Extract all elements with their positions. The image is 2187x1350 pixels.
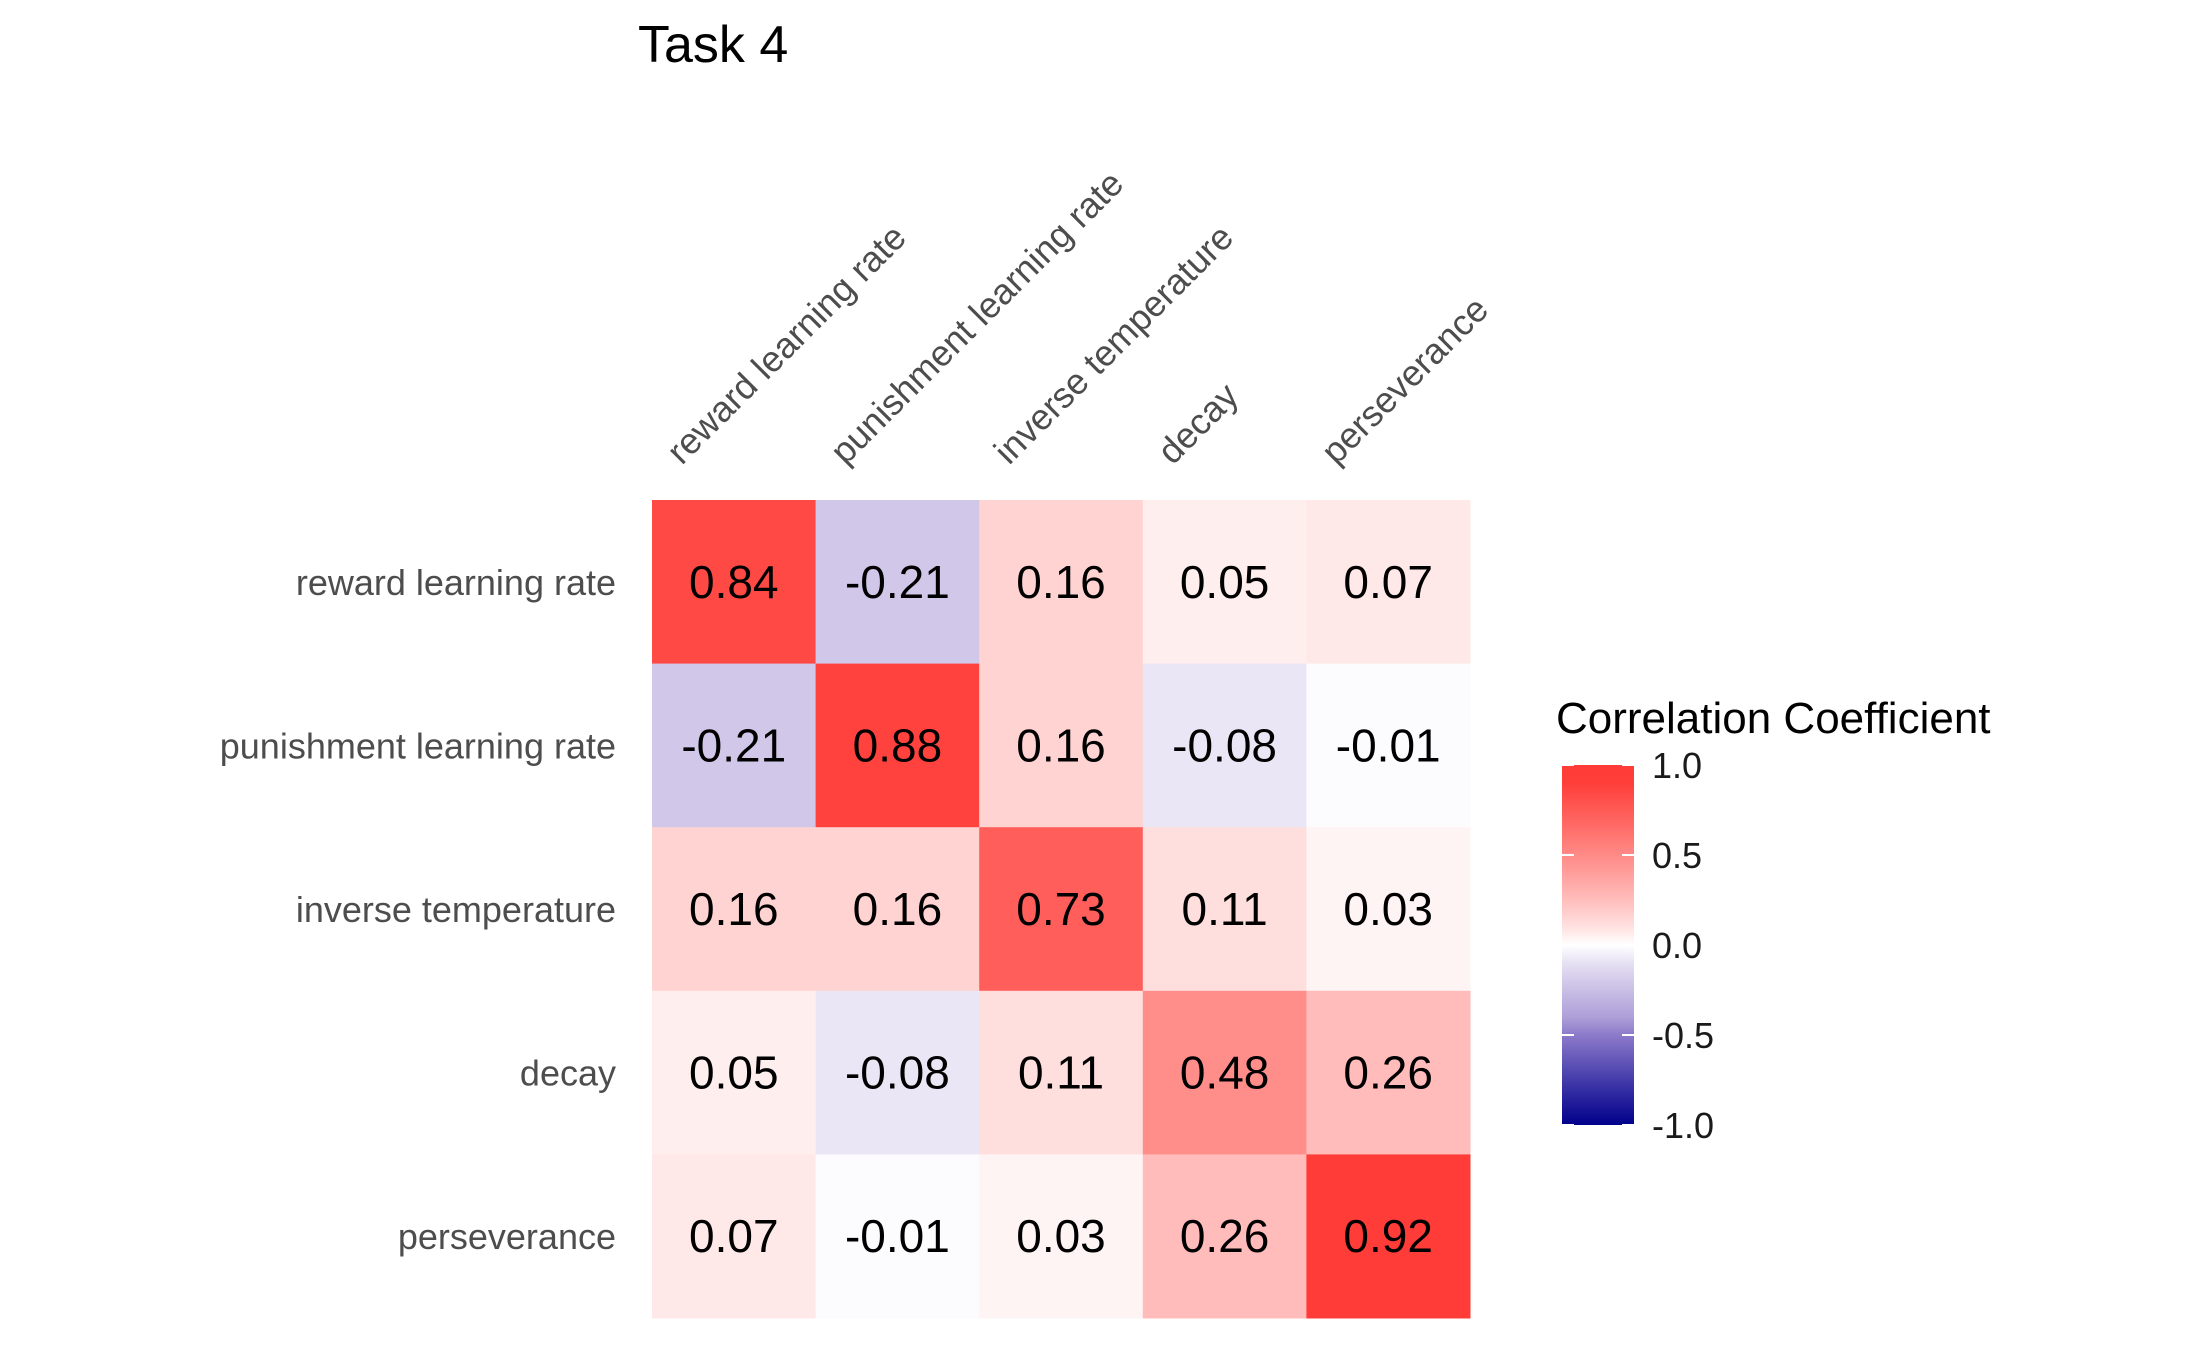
heatmap-cell-value-label: 0.16 bbox=[1016, 719, 1106, 771]
heatmap-cell bbox=[1142, 1154, 1307, 1319]
heatmap-cell-labels: 0.84 -0.21 0.16 0.05 0.07 -0.21 0.88 0.16 -0.08 -… bbox=[681, 556, 1440, 1262]
heatmap-cell bbox=[1306, 1154, 1471, 1319]
heatmap-cell-value-label: 0.05 bbox=[689, 1047, 779, 1099]
color-legend: Correlation Coefficient 1.0 0.5 0.0 -0.5 -1.… bbox=[1556, 694, 1991, 1146]
heatmap-cell-value-label: -0.21 bbox=[681, 719, 786, 771]
heatmap-cell-value-label: -0.08 bbox=[1172, 719, 1277, 771]
heatmap-cell bbox=[652, 1154, 817, 1319]
legend-title: Correlation Coefficient bbox=[1556, 694, 1991, 743]
heatmap-cell-value-label: 0.03 bbox=[1016, 1210, 1106, 1262]
legend-tick-label: 1.0 bbox=[1652, 745, 1702, 786]
heatmap-cell-value-label: -0.08 bbox=[845, 1047, 950, 1099]
x-axis-tick-label: decay bbox=[1149, 375, 1246, 472]
heatmap-cell bbox=[815, 1154, 980, 1319]
heatmap-cell bbox=[979, 990, 1144, 1155]
heatmap-cell bbox=[815, 663, 980, 828]
y-axis-tick-label: perseverance bbox=[398, 1216, 616, 1257]
legend-tick-label: 0.5 bbox=[1652, 835, 1702, 876]
heatmap-cell bbox=[979, 500, 1144, 665]
heatmap-cell bbox=[815, 500, 980, 665]
heatmap-cell bbox=[815, 990, 980, 1155]
heatmap-cell bbox=[979, 1154, 1144, 1319]
heatmap-cell bbox=[1306, 500, 1471, 665]
heatmap-cell-value-label: 0.92 bbox=[1343, 1210, 1433, 1262]
heatmap-cell-value-label: -0.01 bbox=[1336, 719, 1441, 771]
heatmap-cell bbox=[652, 500, 817, 665]
heatmap-cell bbox=[979, 827, 1144, 992]
heatmap-cell-value-label: 0.16 bbox=[853, 883, 943, 935]
chart-title: Task 4 bbox=[638, 16, 788, 74]
heatmap-cell bbox=[1306, 990, 1471, 1155]
heatmap-cell-value-label: 0.07 bbox=[689, 1210, 779, 1262]
heatmap-cell bbox=[1142, 827, 1307, 992]
heatmap-cell bbox=[652, 990, 817, 1155]
legend-tick-label: 0.0 bbox=[1652, 925, 1702, 966]
heatmap-cell-value-label: 0.88 bbox=[853, 719, 943, 771]
heatmap-cell bbox=[652, 827, 817, 992]
heatmap-cell-value-label: 0.26 bbox=[1343, 1047, 1433, 1099]
legend-tick-label: -0.5 bbox=[1652, 1015, 1714, 1056]
heatmap-cell-value-label: 0.11 bbox=[1182, 883, 1268, 935]
y-axis-tick-label: punishment learning rate bbox=[220, 725, 616, 766]
heatmap-cell bbox=[979, 663, 1144, 828]
heatmap-cell-value-label: -0.01 bbox=[845, 1210, 950, 1262]
heatmap-cell bbox=[1142, 500, 1307, 665]
y-axis-tick-label: inverse temperature bbox=[296, 889, 616, 930]
heatmap-cell-value-label: 0.03 bbox=[1343, 883, 1433, 935]
heatmap-cell-value-label: 0.84 bbox=[689, 556, 779, 608]
heatmap-cell bbox=[1142, 663, 1307, 828]
heatmap-cell-value-label: 0.07 bbox=[1343, 556, 1433, 608]
heatmap-cell bbox=[1142, 990, 1307, 1155]
x-axis-tick-label: perseverance bbox=[1313, 288, 1496, 471]
heatmap-cell-value-label: -0.21 bbox=[845, 556, 950, 608]
y-axis-tick-label: decay bbox=[520, 1053, 616, 1094]
heatmap-cell-value-label: 0.16 bbox=[1016, 556, 1106, 608]
heatmap-cell-value-label: 0.73 bbox=[1016, 883, 1106, 935]
heatmap-cell bbox=[1306, 827, 1471, 992]
heatmap-cell bbox=[1306, 663, 1471, 828]
heatmap-cell-value-label: 0.48 bbox=[1180, 1047, 1270, 1099]
legend-tick-label: -1.0 bbox=[1652, 1105, 1714, 1146]
heatmap-cell-value-label: 0.16 bbox=[689, 883, 779, 935]
heatmap-cell-value-label: 0.05 bbox=[1180, 556, 1270, 608]
heatmap-cells bbox=[652, 500, 1471, 1319]
y-axis-tick-labels: reward learning rate punishment learning … bbox=[220, 562, 616, 1257]
heatmap-cell-value-label: 0.11 bbox=[1018, 1047, 1104, 1099]
heatmap-cell bbox=[652, 663, 817, 828]
y-axis-tick-label: reward learning rate bbox=[296, 562, 616, 603]
heatmap-cell bbox=[815, 827, 980, 992]
x-axis-tick-label: punishment learning rate bbox=[822, 162, 1131, 471]
heatmap-cell-value-label: 0.26 bbox=[1180, 1210, 1270, 1262]
